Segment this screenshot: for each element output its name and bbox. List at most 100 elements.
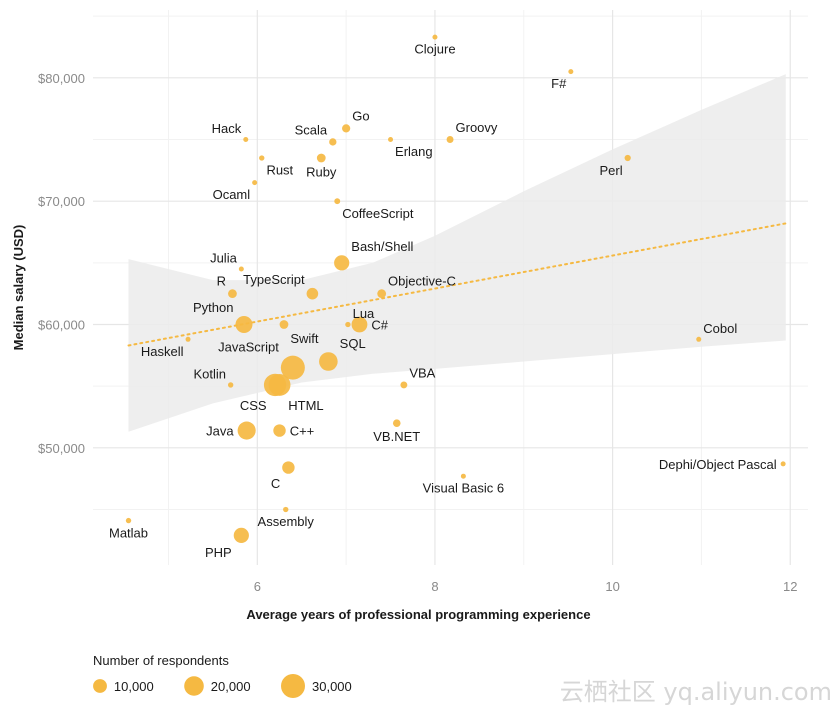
label-hack: Hack [212,121,242,136]
x-tick-label: 8 [431,579,438,594]
label-python: Python [193,300,233,315]
legend-swatch [93,679,107,693]
point-python [235,316,253,333]
point-kotlin [227,382,234,388]
point-css [268,373,291,396]
point-cobol [696,336,702,342]
legend-label: 20,000 [211,679,251,694]
legend-label: 10,000 [114,679,154,694]
label-coffeescript: CoffeeScript [342,206,414,221]
label-javascript: JavaScript [218,340,279,355]
x-tick-label: 6 [254,579,261,594]
y-axis-title: Median salary (USD) [11,225,26,351]
x-tick-label: 12 [783,579,797,594]
label-bash-shell: Bash/Shell [351,239,413,254]
point-hack [243,137,249,142]
label-ruby: Ruby [306,164,337,179]
label-ocaml: Ocaml [213,187,251,202]
point-ocaml [252,180,258,186]
label-visual-basic-6: Visual Basic 6 [423,481,504,496]
point-assembly [283,506,289,513]
label-erlang: Erlang [395,144,433,159]
point-dephi-object-pascal [780,461,786,467]
legend-label: 30,000 [312,679,352,694]
point-f- [568,69,574,75]
point-clojure [432,34,438,40]
label-groovy: Groovy [456,120,498,135]
point-groovy [446,136,454,143]
trend-line [127,222,787,347]
point-r [228,289,237,299]
label-r: R [217,273,226,288]
point-javascript [280,355,305,380]
point-bash-shell [334,255,350,271]
legend-swatch [184,676,204,696]
point-c- [351,316,368,333]
x-tick-label: 10 [605,579,619,594]
label-julia: Julia [210,251,238,266]
point-typescript [306,287,319,300]
legend-swatch [281,674,305,698]
confidence-band [128,74,786,432]
label-c-: C++ [290,424,315,439]
point-php [233,527,249,543]
label-dephi-object-pascal: Dephi/Object Pascal [659,457,777,472]
x-tick-labels: 6 8 10 12 [254,579,798,594]
y-tick-label: $70,000 [38,194,85,209]
label-lua: Lua [353,306,375,321]
point-c- [273,424,286,437]
point-c [282,461,295,474]
y-tick-label: $80,000 [38,71,85,86]
label-typescript: TypeScript [243,272,305,287]
label-matlab: Matlab [109,525,148,540]
point-rust [259,155,265,161]
label-assembly: Assembly [258,514,315,529]
label-vb-net: VB.NET [373,429,420,444]
point-coffeescript [334,198,341,205]
label-php: PHP [205,545,232,560]
label-kotlin: Kotlin [193,366,226,381]
point-scala [329,138,337,146]
point-haskell [185,336,191,342]
point-perl [624,154,631,162]
x-axis-title: Average years of professional programmin… [246,607,590,622]
point-go [342,124,351,133]
label-sql: SQL [340,336,366,351]
label-html: HTML [288,398,323,413]
label-swift: Swift [290,331,319,346]
label-perl: Perl [599,163,622,178]
label-clojure: Clojure [414,42,455,57]
legend-title: Number of respondents [93,653,229,668]
label-cobol: Cobol [703,321,737,336]
point-julia [238,266,244,272]
label-css: CSS [240,398,267,413]
label-java: Java [206,424,234,439]
data-points [125,34,786,543]
label-c: C [271,476,280,491]
point-ruby [316,153,326,163]
point-erlang [388,137,394,142]
label-c-: C# [371,318,388,333]
point-java [237,421,256,440]
label-haskell: Haskell [141,344,184,359]
label-scala: Scala [295,122,328,137]
label-vba: VBA [409,365,435,380]
point-matlab [125,517,132,524]
legend: Number of respondents 10,000 20,000 30,000 [93,653,352,698]
point-labels: Clojure F# Hack Go Scala Groovy Erlang Rust Ruby… [109,42,777,560]
watermark: 云栖社区 yq.aliyun.com [560,678,832,706]
y-tick-labels: $50,000 $60,000 $70,000 $80,000 [38,71,85,456]
point-vba [400,381,408,389]
label-go: Go [352,108,369,123]
label-rust: Rust [266,163,293,178]
y-tick-label: $60,000 [38,318,85,333]
point-swift [279,320,289,329]
point-vb-net [392,419,401,427]
y-tick-label: $50,000 [38,441,85,456]
point-sql [319,352,338,371]
label-f-: F# [551,76,567,91]
label-objective-c: Objective-C [388,273,456,288]
point-lua [345,321,351,328]
point-visual-basic-6 [460,473,466,479]
